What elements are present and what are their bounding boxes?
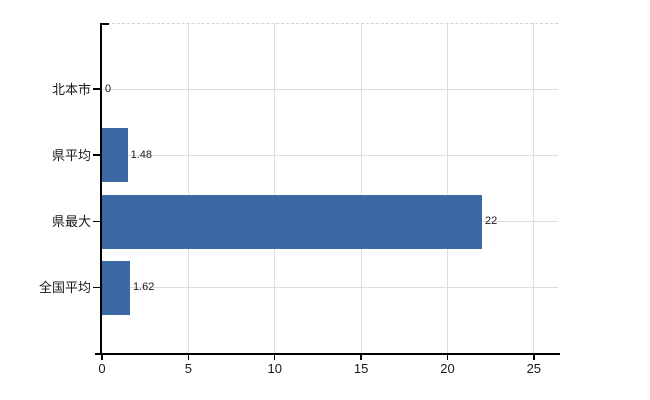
y-axis-line	[100, 23, 102, 355]
y-axis-top-cap	[100, 23, 109, 25]
plot-border-top	[102, 23, 558, 24]
x-axis-line	[95, 353, 560, 355]
gridline-vertical	[360, 23, 362, 354]
value-label: 1.48	[130, 148, 152, 161]
x-tick-label: 20	[440, 361, 455, 376]
x-tick-label: 5	[184, 361, 192, 376]
x-tick-mark	[446, 355, 449, 360]
x-tick-mark	[360, 355, 362, 360]
y-tick-mark	[93, 88, 100, 90]
gridline-horizontal	[102, 88, 558, 90]
x-tick-label: 25	[526, 361, 542, 376]
x-tick-mark	[533, 355, 535, 360]
x-tick-mark	[187, 355, 190, 360]
x-tick-mark	[101, 355, 103, 360]
bar-2	[102, 194, 482, 249]
x-tick-mark	[273, 355, 276, 360]
category-label: 全国平均	[38, 280, 91, 296]
y-tick-mark	[93, 220, 100, 223]
gridline-horizontal	[102, 287, 558, 289]
bar-1	[102, 128, 128, 183]
x-tick-label: 15	[353, 361, 369, 376]
gridline-vertical	[187, 23, 189, 354]
value-label: 0	[105, 82, 112, 95]
y-tick-mark	[93, 154, 100, 156]
x-tick-label: 0	[98, 361, 106, 376]
y-tick-mark	[93, 286, 100, 289]
value-label: 22	[485, 215, 498, 228]
value-label: 1.62	[132, 281, 155, 294]
gridline-vertical	[533, 23, 535, 354]
category-label: 県最大	[51, 214, 91, 230]
category-label: 県平均	[51, 147, 91, 163]
gridline-vertical	[446, 23, 448, 354]
category-label: 北本市	[51, 81, 91, 97]
bar-3	[102, 260, 130, 315]
gridline-vertical	[274, 23, 276, 354]
gridline-horizontal	[102, 154, 558, 156]
x-tick-label: 10	[267, 361, 282, 376]
